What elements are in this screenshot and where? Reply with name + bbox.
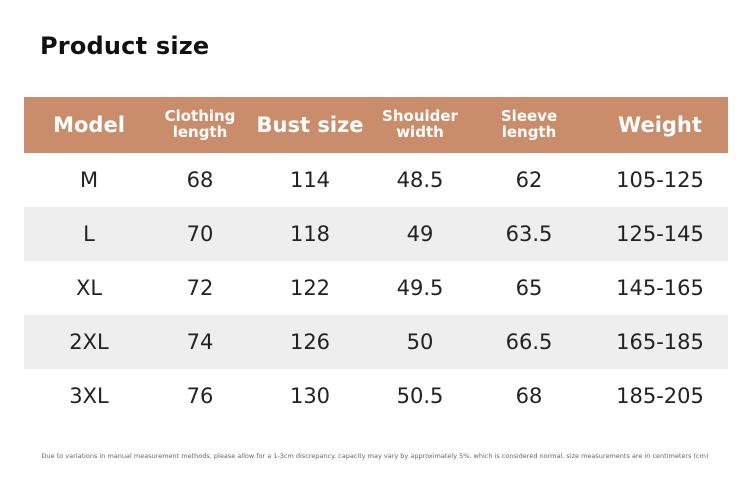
column-header-label: length <box>172 123 228 141</box>
table-cell: 130 <box>246 369 374 423</box>
table-cell: 72 <box>154 261 246 315</box>
table-body: M 68 114 48.5 62 105-125 L 70 118 49 63.5 125-145 XL… <box>24 153 728 423</box>
table-cell: 118 <box>246 207 374 261</box>
page-title: Product size <box>40 32 210 60</box>
column-header: Shoulder width <box>374 97 466 153</box>
table-cell: 126 <box>246 315 374 369</box>
table-cell: M <box>24 153 154 207</box>
table-cell: 68 <box>154 153 246 207</box>
column-header-label: Bust size <box>256 112 364 137</box>
table-row: XL 72 122 49.5 65 145-165 <box>24 261 728 315</box>
table-cell: 145-165 <box>592 261 728 315</box>
size-chart-table: Model Clothing length Bust size Shoulder widt… <box>24 97 728 423</box>
table-cell: 66.5 <box>466 315 592 369</box>
table-cell: 49 <box>374 207 466 261</box>
column-header-label: Clothing <box>164 107 236 126</box>
table-cell: 125-145 <box>592 207 728 261</box>
measurement-note: Due to variations in manual measurement … <box>41 452 709 460</box>
column-header-label: width <box>396 123 444 141</box>
table-cell: 114 <box>246 153 374 207</box>
column-header-label: Shoulder <box>382 107 458 126</box>
table-row: 3XL 76 130 50.5 68 185-205 <box>24 369 728 423</box>
table-cell: XL <box>24 261 154 315</box>
table-header-row: Model Clothing length Bust size Shoulder widt… <box>24 97 728 153</box>
table-cell: 122 <box>246 261 374 315</box>
table-cell: 70 <box>154 207 246 261</box>
column-header: Bust size <box>246 97 374 153</box>
table-cell: 48.5 <box>374 153 466 207</box>
table-cell: 49.5 <box>374 261 466 315</box>
column-header-label: Sleeve <box>500 107 558 126</box>
table-cell: 50 <box>374 315 466 369</box>
table-row: M 68 114 48.5 62 105-125 <box>24 153 728 207</box>
column-header: Weight <box>592 97 728 153</box>
column-header: Sleeve length <box>466 97 592 153</box>
table-cell: 105-125 <box>592 153 728 207</box>
table-cell: 62 <box>466 153 592 207</box>
table-cell: 3XL <box>24 369 154 423</box>
column-header-label: Weight <box>618 112 702 137</box>
table-row: L 70 118 49 63.5 125-145 <box>24 207 728 261</box>
table-cell: 74 <box>154 315 246 369</box>
table-cell: L <box>24 207 154 261</box>
table-cell: 65 <box>466 261 592 315</box>
table-row: 2XL 74 126 50 66.5 165-185 <box>24 315 728 369</box>
column-header: Clothing length <box>154 97 246 153</box>
table-cell: 2XL <box>24 315 154 369</box>
table-cell: 185-205 <box>592 369 728 423</box>
column-header: Model <box>24 97 154 153</box>
table-cell: 63.5 <box>466 207 592 261</box>
table-cell: 76 <box>154 369 246 423</box>
column-header-label: length <box>501 123 557 141</box>
table-cell: 68 <box>466 369 592 423</box>
column-header-label: Model <box>53 112 125 137</box>
table-cell: 50.5 <box>374 369 466 423</box>
table-cell: 165-185 <box>592 315 728 369</box>
